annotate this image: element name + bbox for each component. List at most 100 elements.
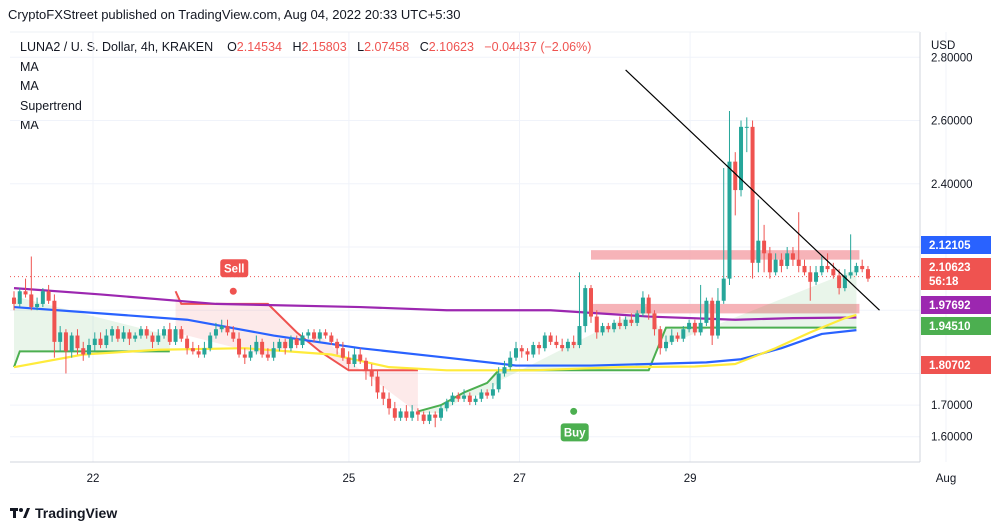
candle-body [790,253,795,260]
candle-body [842,275,847,289]
candle-body [369,370,374,377]
candle-body [814,272,819,282]
candle-body [81,348,86,355]
candle-body [260,341,265,355]
candle-body [52,300,57,342]
candle-body [773,259,778,273]
price-tag-box [921,317,991,335]
candle-body [513,348,518,358]
candle-body [133,335,138,339]
candles [12,111,870,428]
candle-body [756,240,761,263]
open-value: 2.14534 [236,40,282,54]
candle-body [744,126,749,128]
candle-body [98,338,103,346]
candle-body [560,345,565,349]
price-tag-label: 2.10623 [929,262,971,274]
candle-body [617,322,622,327]
candle-body [115,329,120,339]
candle-body [525,351,530,355]
candle-body [762,240,767,254]
candle-body [710,300,715,336]
candle-body [381,392,386,399]
candle-body [456,395,461,399]
candle-body [860,265,865,270]
candle-body [173,329,178,342]
indicator-ma-2[interactable]: MA [20,79,39,93]
candle-body [802,265,807,273]
candle-body [58,332,63,342]
indicator-supertrend[interactable]: Supertrend [20,98,82,113]
candle-body [150,335,155,342]
candle-body [231,332,236,339]
candle-body [623,319,628,327]
supertrend-fill [417,269,857,413]
candle-body [704,300,709,323]
candle-body [346,357,351,364]
candle-body [219,326,224,330]
close-label: C [419,40,429,54]
chart-legend: LUNA2 / U. S. Dollar, 4h, KRAKEN O2.1453… [20,38,591,136]
x-tick-label: 22 [87,473,100,485]
candle-body [75,335,80,349]
candle-body [698,322,703,333]
candle-body [750,126,755,263]
candle-body [144,329,149,336]
candle-body [635,313,640,323]
indicator-ma-1[interactable]: MA [20,59,39,74]
candle-body [306,332,311,336]
candle-body [213,329,218,336]
candle-body [23,291,28,295]
candle-body [237,338,242,355]
candle-body [692,322,697,333]
price-tag-box [921,236,991,254]
candle-body [40,291,45,304]
y-tick-label: 2.80000 [931,52,973,64]
candle-body [12,297,16,304]
buy-signal-label: Buy [564,427,586,439]
candle-body [288,338,293,349]
candle-body [242,354,247,358]
tradingview-logo-icon [10,508,30,518]
candle-body [548,335,553,342]
candle-body [502,367,507,374]
candle-body [427,414,432,421]
candle-body [248,351,253,358]
candle-body [225,326,230,333]
sell-signal-label: Sell [224,263,244,275]
change-value: −0.04437 (−2.06%) [484,40,592,54]
published-header: CryptoFXStreet published on TradingView.… [8,7,461,22]
candle-body [404,411,409,418]
close-value: 2.10623 [428,40,474,54]
candle-body [675,335,680,339]
ma-purple-line [13,287,857,321]
axes: 1.60000 1.70000 2.40000 2.60000 2.80000 22 25 2… [10,31,973,485]
candle-body [594,316,599,333]
candle-body [490,389,495,396]
symbol-label: LUNA2 / U. S. Dollar, 4h, KRAKEN [20,40,214,54]
candle-body [652,313,657,330]
ma-blue-line [13,305,857,367]
indicator-ma-3[interactable]: MA [20,118,39,132]
candle-body [35,303,40,308]
candle-body [63,332,68,352]
candle-body [283,341,288,349]
candle-body [496,373,501,390]
candle-body [110,329,115,336]
candle-body [629,319,634,323]
candle-body [664,341,669,349]
candle-body [254,341,259,352]
tradingview-logo[interactable]: TradingView [10,505,117,521]
indicator-lines [10,276,920,413]
candle-body [358,354,363,361]
candle-body [300,335,305,346]
candle-body [854,265,859,273]
candle-body [138,329,143,336]
candle-body [179,329,184,339]
candle-body [87,345,92,355]
candle-body [767,253,772,273]
annotations: Sell Buy [220,69,880,442]
resistance-zones [591,250,860,314]
candle-body [202,348,207,355]
